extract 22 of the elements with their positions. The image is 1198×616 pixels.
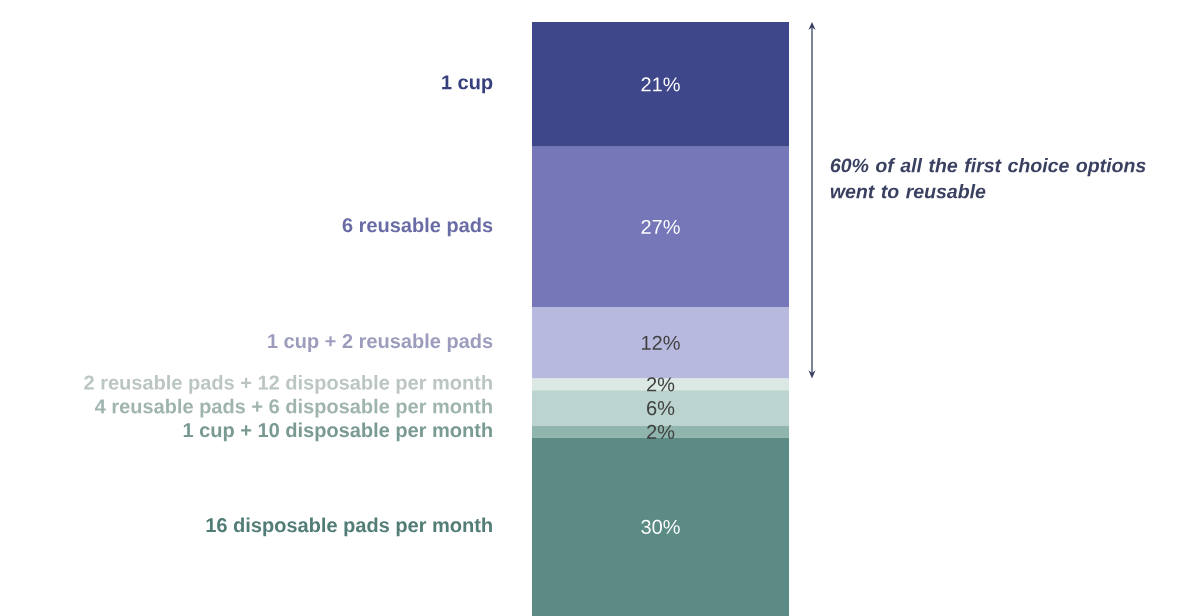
bar bbox=[532, 378, 789, 391]
text: 1 cup + 10 disposable per month bbox=[183, 422, 492, 442]
bar bbox=[532, 146, 789, 308]
bar bbox=[532, 437, 789, 616]
text: 4 reusable pads + 6 disposable per month bbox=[94, 398, 492, 418]
data-label: 12% bbox=[642, 335, 680, 350]
data-label: 30% bbox=[641, 519, 680, 534]
data-label: 2% bbox=[647, 377, 675, 392]
bar bbox=[532, 390, 789, 426]
bar bbox=[532, 21, 789, 147]
bar bbox=[532, 307, 789, 379]
data-label: 27% bbox=[641, 219, 680, 234]
text: 60% of all the first choice options went to reusable bbox=[830, 158, 1146, 199]
data-label: 6% bbox=[647, 401, 675, 416]
data-label: 21% bbox=[641, 77, 680, 92]
bar bbox=[532, 425, 789, 438]
data-label: 2% bbox=[647, 424, 675, 439]
series-label: 6 reusable pads bbox=[342, 217, 493, 237]
text: 2 reusable pads + 12 disposable per month bbox=[84, 375, 492, 394]
series-label: 1 cup bbox=[442, 75, 493, 94]
series-label: 1 cup + 2 reusable pads bbox=[268, 333, 493, 353]
text: 16 disposable pads per month bbox=[206, 517, 492, 537]
